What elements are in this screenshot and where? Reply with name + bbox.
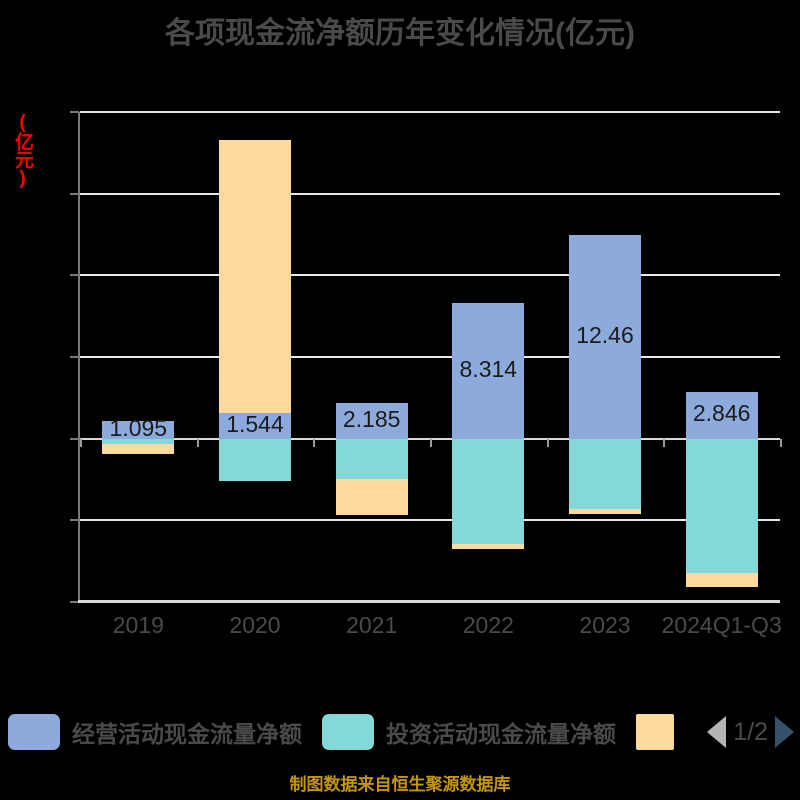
- legend-swatch: [322, 714, 374, 750]
- y-axis-tick-mark: [70, 274, 79, 277]
- bar-group[interactable]: 1.544: [218, 112, 292, 602]
- x-axis-tick-mark: [80, 438, 82, 447]
- triangle-right-icon[interactable]: [775, 716, 794, 748]
- y-axis-tick-mark: [70, 437, 79, 440]
- x-axis-tick-mark: [663, 438, 666, 447]
- x-axis-tick-mark: [196, 438, 199, 447]
- y-axis-tick-mark: [70, 192, 79, 195]
- x-axis-tick-mark: [430, 438, 432, 447]
- bar-segment[interactable]: [452, 302, 525, 439]
- bar-segment[interactable]: [568, 508, 642, 514]
- x-axis-tick-mark: [780, 438, 782, 447]
- bar-group[interactable]: 12.46: [568, 112, 642, 602]
- bar-segment[interactable]: [102, 444, 175, 455]
- bar-group[interactable]: 1.095: [102, 112, 175, 602]
- page-title: 各项现金流净额历年变化情况(亿元): [165, 17, 635, 50]
- legend-label: 投资活动现金流量净额: [386, 721, 616, 747]
- x-axis-tick-label: 2023: [579, 612, 631, 638]
- legend-swatch: [8, 714, 60, 750]
- y-axis-unit-label: (亿元): [12, 112, 33, 188]
- plot-area: 20151050-5-10 1.0951.5442.1858.31412.462…: [70, 111, 782, 638]
- legend-swatch: [636, 714, 674, 750]
- gridline: [80, 356, 780, 358]
- bar-group[interactable]: 2.846: [685, 112, 758, 602]
- pager-count: 1/2: [733, 717, 768, 746]
- legend-item[interactable]: 投资活动现金流量净额: [322, 708, 616, 756]
- bar-value-label: 1.544: [226, 411, 284, 438]
- x-axis-tick-mark: [313, 438, 316, 447]
- bar-segment[interactable]: [218, 438, 292, 482]
- x-axis-tick-label: 2021: [346, 612, 398, 638]
- bar-segment[interactable]: [218, 413, 292, 439]
- legend-item[interactable]: 经营活动现金流量净额: [8, 708, 302, 756]
- x-axis-tick-label: 2022: [462, 612, 514, 638]
- bar-segment[interactable]: [685, 572, 758, 588]
- bar-segment[interactable]: [335, 438, 408, 480]
- gridline: [80, 192, 780, 195]
- y-axis-line: [78, 112, 80, 602]
- footer-note: 制图数据来自恒生聚源数据库: [289, 775, 511, 794]
- bar-value-label: 1.095: [109, 414, 168, 441]
- x-axis-tick-mark: [546, 438, 549, 447]
- x-axis-tick-label: 2020: [229, 612, 281, 638]
- gridline: [80, 274, 780, 277]
- bar-segment[interactable]: [102, 420, 175, 439]
- bar-segment[interactable]: [335, 402, 408, 439]
- chart-legend: 经营活动现金流量净额 投资活动现金流量净额 1/2: [0, 708, 800, 756]
- bar-group[interactable]: 2.185: [335, 112, 408, 602]
- gridline: [80, 519, 780, 522]
- x-axis-tick-label: 2024Q1-Q3: [661, 612, 782, 638]
- bar-segment[interactable]: [335, 479, 408, 516]
- bar-value-label: 2.185: [342, 405, 401, 432]
- legend-item[interactable]: [636, 708, 674, 756]
- legend-pager[interactable]: 1/2: [707, 708, 794, 756]
- bar-segment[interactable]: [568, 438, 642, 509]
- bar-segment[interactable]: [685, 392, 758, 439]
- bar-value-label: 2.846: [692, 400, 751, 427]
- bar-value-label: 8.314: [459, 355, 518, 382]
- y-axis-tick-mark: [70, 356, 79, 358]
- bar-segment[interactable]: [452, 438, 525, 544]
- bar-segment[interactable]: [102, 438, 175, 445]
- bar-value-label: 12.46: [576, 321, 634, 348]
- gridline: [80, 111, 780, 113]
- bar-segment[interactable]: [452, 543, 525, 549]
- bar-segment[interactable]: [568, 235, 642, 439]
- bar-segment[interactable]: [685, 438, 758, 573]
- bar-group[interactable]: 8.314: [452, 112, 525, 602]
- bar-segment[interactable]: [218, 139, 292, 414]
- y-axis-tick-mark: [70, 601, 79, 603]
- x-axis-tick-label: 2019: [112, 612, 164, 638]
- legend-label: 经营活动现金流量净额: [72, 721, 302, 747]
- y-axis-tick-mark: [70, 519, 79, 522]
- triangle-left-icon[interactable]: [707, 716, 727, 748]
- y-axis-tick-mark: [70, 111, 79, 113]
- x-axis-line: [78, 600, 780, 603]
